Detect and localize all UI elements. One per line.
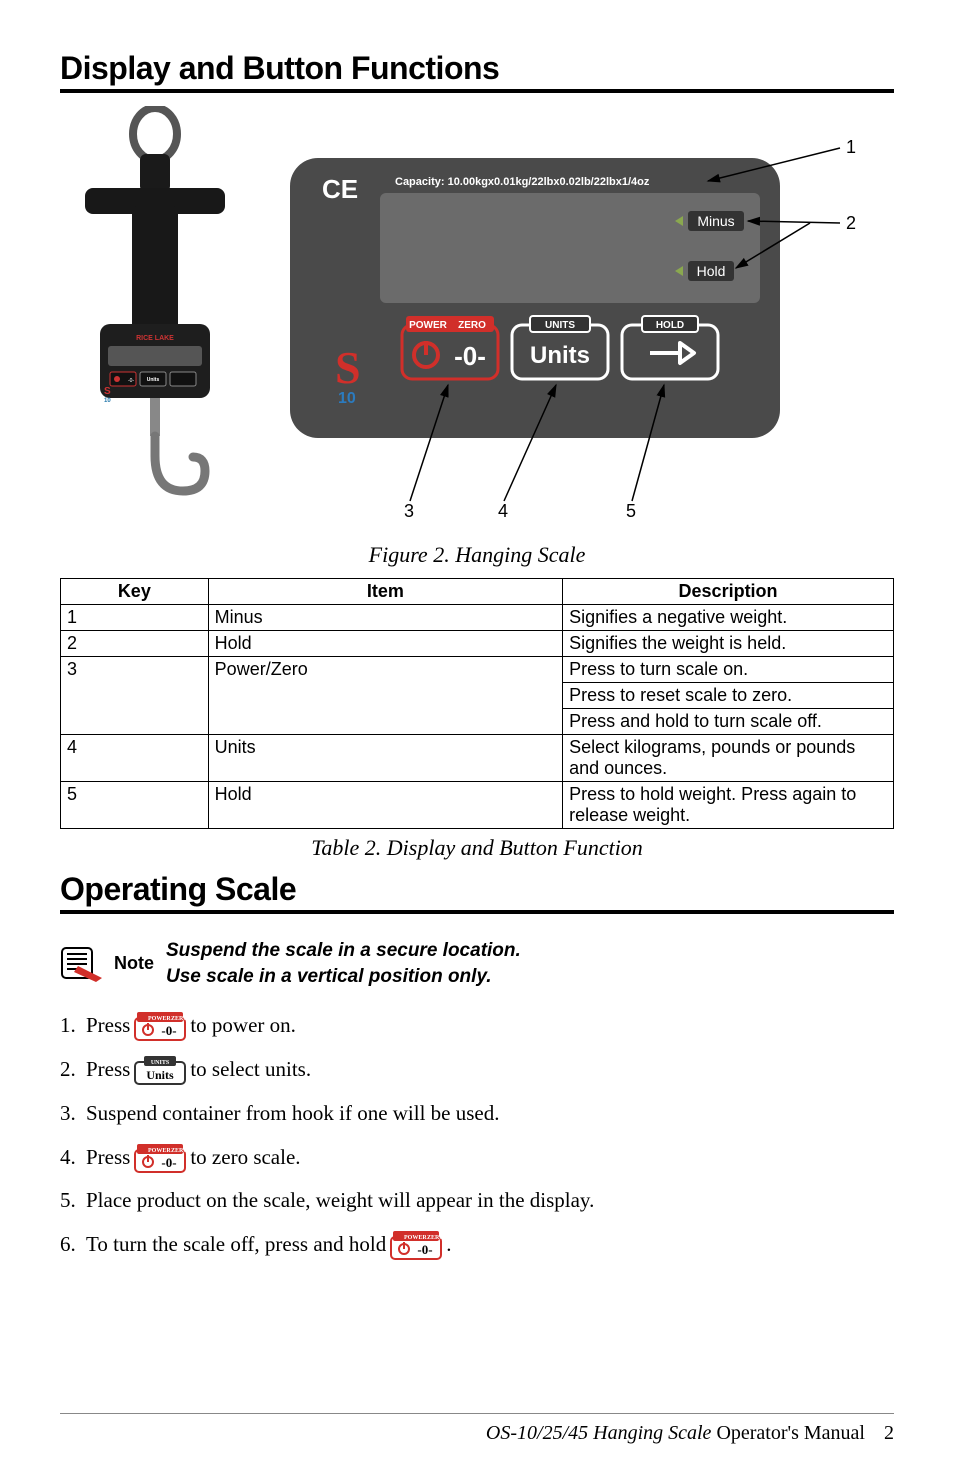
step-2: 2. Press UNITS Units to select units. (60, 1051, 894, 1089)
table-row: 5 Hold Press to hold weight. Press again… (61, 782, 894, 829)
units-button-icon: UNITS Units (134, 1055, 186, 1085)
svg-text:CE: CE (322, 174, 358, 204)
svg-text:POWER: POWER (148, 1016, 171, 1022)
page-footer: OS-10/25/45 Hanging Scale Operator's Man… (60, 1413, 894, 1445)
svg-text:UNITS: UNITS (545, 320, 575, 331)
step-6: 6. To turn the scale off, press and hold… (60, 1226, 894, 1264)
svg-text:-0-: -0- (162, 1023, 177, 1038)
th-key: Key (61, 579, 209, 605)
figure-caption: Figure 2. Hanging Scale (60, 542, 894, 568)
svg-text:Units: Units (530, 342, 590, 369)
svg-text:5: 5 (626, 501, 636, 521)
power-zero-button-icon: POWER ZERO -0- (134, 1143, 186, 1173)
table-row: 3 Power/Zero Press to turn scale on. (61, 657, 894, 683)
svg-text:ZERO: ZERO (427, 1235, 442, 1241)
table-caption: Table 2. Display and Button Function (60, 835, 894, 861)
svg-text:Hold: Hold (697, 263, 726, 279)
svg-text:POWER: POWER (404, 1235, 427, 1241)
divider (60, 910, 894, 914)
svg-text:10: 10 (338, 390, 356, 407)
note-text: Suspend the scale in a secure location. … (166, 938, 521, 989)
svg-text:HOLD: HOLD (656, 320, 684, 331)
power-zero-button-icon: POWER ZERO -0- (134, 1011, 186, 1041)
section-title-operating: Operating Scale (60, 871, 894, 908)
svg-text:S: S (335, 342, 361, 393)
svg-text:ZERO: ZERO (458, 320, 486, 331)
svg-text:Units: Units (147, 377, 160, 383)
step-4: 4. Press POWER ZERO -0- to zero scale. (60, 1139, 894, 1177)
note-block: Note Suspend the scale in a secure locat… (60, 938, 894, 989)
divider (60, 89, 894, 93)
svg-text:Minus: Minus (697, 213, 734, 229)
svg-text:POWER: POWER (409, 320, 448, 331)
display-button-table: Key Item Description 1 Minus Signifies a… (60, 578, 894, 829)
table-row: 4 Units Select kilograms, pounds or poun… (61, 735, 894, 782)
th-item: Item (208, 579, 562, 605)
svg-text:4: 4 (498, 501, 508, 521)
operating-steps: 1. Press POWER ZERO -0- to power on. 2. … (60, 1007, 894, 1270)
svg-text:10: 10 (104, 398, 111, 404)
svg-text:POWER: POWER (148, 1148, 171, 1154)
th-desc: Description (563, 579, 894, 605)
svg-text:-0-: -0- (454, 341, 486, 371)
footer-title: OS-10/25/45 Hanging Scale (486, 1422, 712, 1444)
svg-text:-0-: -0- (418, 1242, 433, 1257)
page-number: 2 (884, 1422, 894, 1444)
svg-text:2: 2 (846, 213, 856, 233)
svg-text:UNITS: UNITS (151, 1060, 170, 1066)
svg-text:S: S (104, 386, 111, 397)
display-panel-diagram: CE Capacity: 10.00kgx0.01kg/22lbx0.02lb/… (280, 103, 860, 523)
svg-text:1: 1 (846, 137, 856, 157)
svg-text:3: 3 (404, 501, 414, 521)
svg-text:Units: Units (147, 1068, 175, 1082)
power-zero-button-icon: POWER ZERO -0- (390, 1230, 442, 1260)
figure-area: RICE LAKE -0- Units S 10 CE Capacity: 10… (60, 103, 894, 528)
section-title-display: Display and Button Functions (60, 50, 894, 87)
step-5: 5. Place product on the scale, weight wi… (60, 1182, 894, 1220)
svg-text:ZERO: ZERO (171, 1148, 186, 1154)
svg-text:Capacity: 10.00kgx0.01kg/22lbx: Capacity: 10.00kgx0.01kg/22lbx0.02lb/22l… (395, 176, 650, 188)
table-row: 2 Hold Signifies the weight is held. (61, 631, 894, 657)
svg-text:RICE LAKE: RICE LAKE (136, 335, 174, 342)
hanging-scale-illustration: RICE LAKE -0- Units S 10 (60, 106, 250, 526)
step-3: 3. Suspend container from hook if one wi… (60, 1095, 894, 1133)
svg-text:ZERO: ZERO (171, 1016, 186, 1022)
note-icon (60, 944, 106, 984)
svg-text:-0-: -0- (128, 378, 134, 384)
note-label: Note (114, 953, 154, 974)
svg-text:-0-: -0- (162, 1155, 177, 1170)
table-row: 1 Minus Signifies a negative weight. (61, 605, 894, 631)
step-1: 1. Press POWER ZERO -0- to power on. (60, 1007, 894, 1045)
